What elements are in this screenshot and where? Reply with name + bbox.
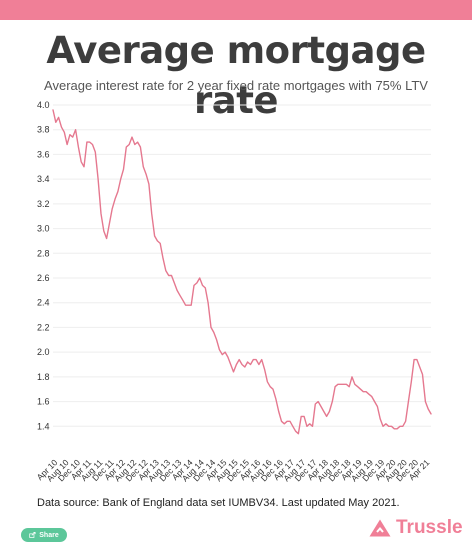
y-tick-label: 1.6 [37, 397, 50, 407]
y-tick-label: 4.0 [37, 100, 50, 110]
share-icon [29, 532, 36, 538]
y-tick-label: 3.2 [37, 199, 50, 209]
y-tick-label: 3.6 [37, 149, 50, 159]
top-accent-bar [0, 0, 472, 20]
y-tick-label: 2.0 [37, 347, 50, 357]
series-line [52, 109, 432, 435]
y-tick-label: 3.4 [37, 174, 50, 184]
y-tick-label: 1.4 [37, 421, 50, 431]
y-tick-label: 3.0 [37, 224, 50, 234]
share-button-label: Share [39, 531, 59, 539]
page-subtitle: Average interest rate for 2 year fixed r… [44, 78, 428, 93]
y-tick-label: 1.8 [37, 372, 50, 382]
data-source-note: Data source: Bank of England data set IU… [37, 497, 400, 509]
trussle-logo-icon [369, 519, 391, 537]
y-tick-label: 2.4 [37, 298, 50, 308]
mortgage-rate-chart: 4.0 3.8 3.6 3.4 3.2 3.0 2.8 2.6 2.4 2.2 2.0 1.8 1.6 1… [35, 100, 432, 483]
y-tick-label: 2.8 [37, 248, 50, 258]
share-button[interactable]: Share [21, 528, 67, 542]
y-tick-label: 3.8 [37, 125, 50, 135]
logo-text: Trussle [396, 517, 463, 538]
y-tick-label: 2.2 [37, 322, 50, 332]
y-tick-label: 2.6 [37, 273, 50, 283]
page-title: Average mortgage rate [46, 29, 426, 122]
trussle-logo: Trussle [368, 517, 463, 539]
